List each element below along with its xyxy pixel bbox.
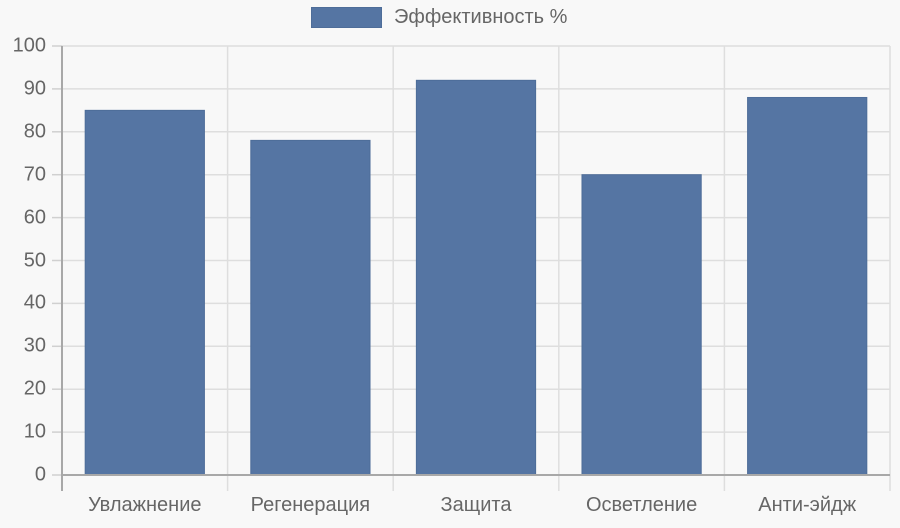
y-tick-label: 70 xyxy=(23,163,46,186)
legend-label: Эффективность % xyxy=(394,5,568,28)
bar-3[interactable] xyxy=(581,174,702,476)
bar-0[interactable] xyxy=(84,109,205,476)
y-tick-label: 20 xyxy=(23,377,46,400)
x-tick-label: Защита xyxy=(440,494,512,516)
x-tick-label: Анти-эйдж xyxy=(758,494,857,516)
bar-4[interactable] xyxy=(747,96,868,476)
y-tick-label: 10 xyxy=(23,420,46,443)
x-tick-label: Увлажнение xyxy=(88,494,202,516)
legend-swatch xyxy=(311,6,382,28)
y-tick-label: 0 xyxy=(34,463,46,486)
y-tick-label: 100 xyxy=(12,34,46,57)
x-tick-label: Регенерация xyxy=(250,494,371,516)
axes xyxy=(52,45,890,491)
y-tick-label: 90 xyxy=(23,77,46,100)
y-tick-label: 50 xyxy=(23,249,46,271)
x-tick-label: Осветление xyxy=(585,494,698,516)
y-tick-label: 40 xyxy=(23,291,46,314)
legend[interactable]: Эффективность % xyxy=(311,6,567,28)
bars xyxy=(84,79,868,476)
y-tick-label: 30 xyxy=(23,334,46,357)
bar-2[interactable] xyxy=(415,79,537,476)
y-tick-label: 80 xyxy=(23,120,46,143)
bar-1[interactable] xyxy=(250,139,371,476)
y-tick-label: 60 xyxy=(23,206,46,229)
